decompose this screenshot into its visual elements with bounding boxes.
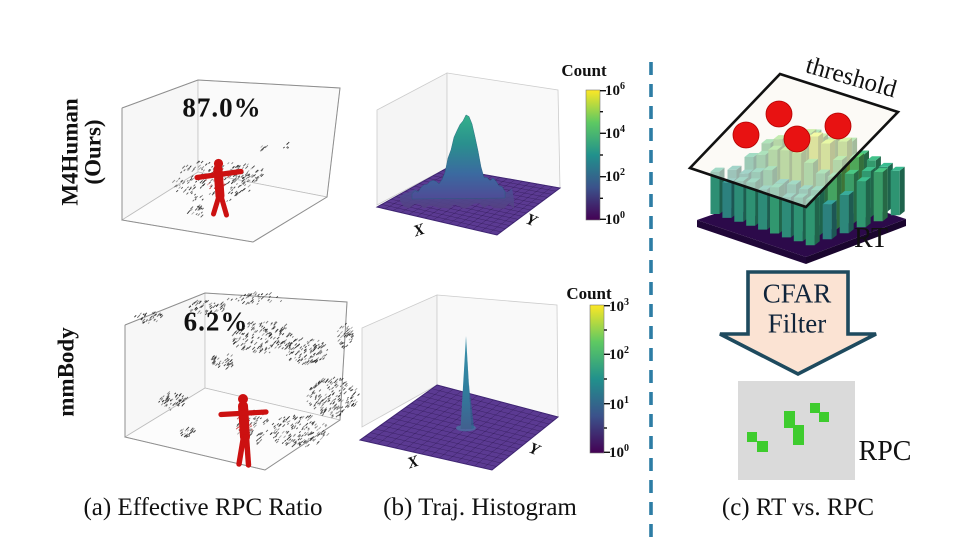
cb1-tick-1e0: 100 — [605, 210, 625, 228]
cb2-tick-1e3: 103 — [609, 297, 629, 315]
row-label-mmbody: mmBody — [53, 327, 79, 417]
traj-histogram-mmbody — [358, 294, 560, 471]
histogram-mound — [400, 114, 514, 209]
ratio-mmbody: 6.2% — [183, 306, 249, 337]
row-label-line1: mmBody — [53, 327, 79, 417]
rpc-image — [738, 381, 855, 480]
pointcloud-box-m4human — [120, 79, 341, 243]
cb1-tick-1e4: 104 — [605, 124, 625, 142]
ratio-m4human: 87.0% — [182, 92, 262, 123]
traj-histogram-m4human — [375, 72, 562, 236]
cb2-tick-1e0: 100 — [609, 443, 629, 461]
cfar-filter-arrow — [719, 270, 877, 377]
rt-bar-chart — [687, 72, 906, 264]
row-label-m4human: M4Human (Ours) — [57, 98, 106, 206]
cb1-tick-1e2: 102 — [605, 167, 625, 185]
rpc-green-points — [747, 403, 829, 452]
pointcloud-box-mmbody — [123, 291, 360, 471]
cb2-tick-1e2: 102 — [609, 345, 629, 363]
colorbar-title-bottom: Count — [566, 284, 612, 303]
colorbar-top — [585, 89, 606, 221]
caption-c: (c) RT vs. RPC — [721, 494, 875, 521]
cb2-tick-1e1: 101 — [609, 395, 629, 413]
colorbar-bottom — [589, 304, 610, 454]
human-figure-m4human — [194, 158, 244, 218]
cfar-label-line2: Filter — [767, 308, 827, 339]
human-figure-mmbody — [218, 394, 269, 468]
rt-label: RT — [853, 223, 889, 254]
rpc-label: RPC — [858, 436, 912, 467]
cfar-label-line1: CFAR — [762, 278, 832, 309]
caption-b: (b) Traj. Histogram — [383, 494, 577, 521]
row-label-line2: (Ours) — [81, 119, 106, 185]
colorbar-title-top: Count — [561, 61, 607, 80]
row-label-line1: M4Human — [57, 98, 83, 206]
noise-points-mmbody — [134, 291, 360, 448]
base-plate-rim — [697, 220, 806, 264]
histogram-spike — [460, 336, 472, 429]
base-plate-rim — [806, 219, 906, 264]
detected-peaks — [732, 100, 852, 153]
cb1-tick-1e6: 106 — [605, 81, 625, 99]
caption-a: (a) Effective RPC Ratio — [83, 494, 323, 521]
